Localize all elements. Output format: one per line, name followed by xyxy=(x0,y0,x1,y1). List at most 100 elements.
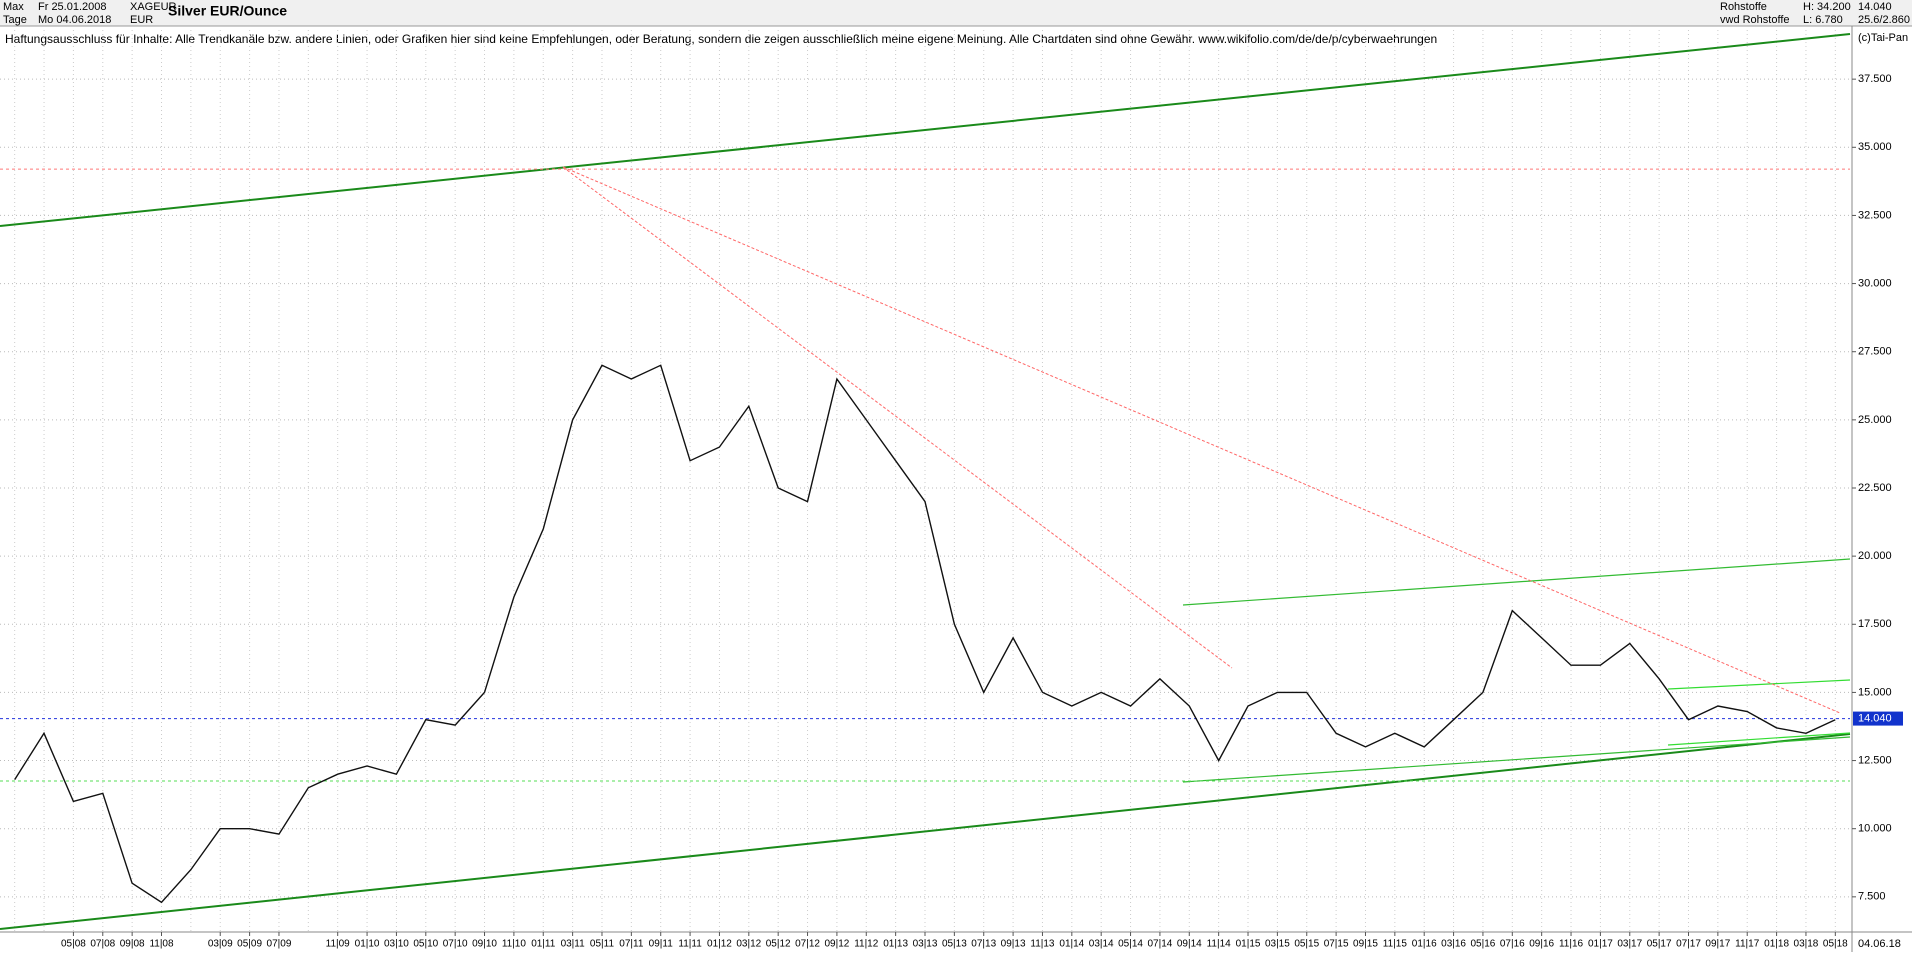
x-tick-label: 07|16 xyxy=(1500,939,1525,950)
y-tick-label: 32.500 xyxy=(1858,209,1892,221)
x-tick-label: 11|15 xyxy=(1383,939,1408,950)
chart-title: Silver EUR/Ounce xyxy=(168,3,287,19)
x-tick-label: 01|16 xyxy=(1412,939,1437,950)
x-tick-label: 03|18 xyxy=(1794,939,1819,950)
x-tick-label: 05|18 xyxy=(1823,939,1848,950)
x-tick-label: 05|17 xyxy=(1647,939,1672,950)
x-tick-label: 01|11 xyxy=(531,939,556,950)
x-tick-label: 03|12 xyxy=(736,939,761,950)
x-tick-label: 09|13 xyxy=(1001,939,1026,950)
y-tick-label: 25.000 xyxy=(1858,414,1892,426)
from-date: Fr 25.01.2008 xyxy=(38,1,107,13)
x-tick-label: 01|17 xyxy=(1588,939,1613,950)
symbol: XAGEUR xyxy=(130,1,177,13)
trend-line xyxy=(1182,558,1851,606)
plot: 14.040 xyxy=(0,168,1903,904)
x-tick-label: 09|11 xyxy=(649,939,674,950)
x-tick-label: 07|10 xyxy=(443,939,468,950)
last-price-box xyxy=(1853,711,1903,726)
x-tick-label: 03|16 xyxy=(1441,939,1466,950)
y-tick-label: 15.000 xyxy=(1858,686,1892,698)
x-tick-label: 05|10 xyxy=(413,939,438,950)
x-tick-label: 07|09 xyxy=(267,939,292,950)
x-tick-label: 05|16 xyxy=(1471,939,1496,950)
x-tick-label: 09|10 xyxy=(472,939,497,950)
x-tick-label: 05|09 xyxy=(237,939,262,950)
y-tick-label: 27.500 xyxy=(1858,346,1892,358)
y-tick-label: 22.500 xyxy=(1858,482,1892,494)
x-tick-label: 11|14 xyxy=(1207,939,1232,950)
x-tick-label: 11|09 xyxy=(326,939,351,950)
x-tick-label: 03|14 xyxy=(1089,939,1114,950)
trend-line xyxy=(1182,736,1851,783)
trend-line xyxy=(1667,732,1851,746)
y-tick-label: 20.000 xyxy=(1858,550,1892,562)
x-tick-label: 01|14 xyxy=(1059,939,1084,950)
end-date: 04.06.18 xyxy=(1858,938,1901,950)
x-tick-label: 07|17 xyxy=(1676,939,1701,950)
x-tick-label: 05|13 xyxy=(942,939,967,950)
x-tick-label: 03|09 xyxy=(208,939,233,950)
source: vwd Rohstoffe xyxy=(1720,14,1790,26)
y-tick-label: 37.500 xyxy=(1858,73,1892,85)
x-tick-label: 09|17 xyxy=(1705,939,1730,950)
x-tick-label: 11|13 xyxy=(1030,939,1055,950)
x-tick-label: 09|14 xyxy=(1177,939,1202,950)
trend-line xyxy=(1667,679,1851,690)
y-tick-label: 35.000 xyxy=(1858,141,1892,153)
x-tick-label: 11|12 xyxy=(854,939,879,950)
group: Rohstoffe xyxy=(1720,1,1767,13)
x-tick-label: 01|18 xyxy=(1764,939,1789,950)
x-tick-label: 05|12 xyxy=(766,939,791,950)
x-tick-label: 07|08 xyxy=(90,939,115,950)
x-tick-label: 07|15 xyxy=(1324,939,1349,950)
x-tick-label: 07|13 xyxy=(971,939,996,950)
last-price: 14.040 xyxy=(1858,1,1892,13)
x-tick-label: 11|17 xyxy=(1735,939,1760,950)
price-line xyxy=(14,364,1836,904)
x-tick-label: 01|10 xyxy=(355,939,380,950)
x-tick-label: 09|15 xyxy=(1353,939,1378,950)
x-tick-label: 01|13 xyxy=(883,939,908,950)
high-label: H: 34.200 xyxy=(1803,1,1851,13)
scale-info: 25.6/2.860 xyxy=(1858,14,1910,26)
y-tick-label: 30.000 xyxy=(1858,277,1892,289)
x-tick-label: 11|10 xyxy=(502,939,527,950)
x-tick-label: 07|14 xyxy=(1147,939,1172,950)
x-tick-label: 07|11 xyxy=(619,939,644,950)
trend-lines xyxy=(0,33,1851,930)
y-tick-label: 7.500 xyxy=(1858,891,1886,903)
header-bar xyxy=(0,0,1912,26)
currency: EUR xyxy=(130,14,153,26)
x-tick-label: 05|15 xyxy=(1294,939,1319,950)
x-tick-label: 09|12 xyxy=(824,939,849,950)
to-date: Mo 04.06.2018 xyxy=(38,14,111,26)
trend-line xyxy=(562,166,1233,669)
trend-line xyxy=(562,166,1841,714)
last-price-label: 14.040 xyxy=(1858,712,1892,724)
period: Max xyxy=(3,1,24,13)
x-tick-label: 11|08 xyxy=(149,939,174,950)
x-tick-label: 03|11 xyxy=(561,939,586,950)
x-tick-label: 03|17 xyxy=(1617,939,1642,950)
x-tick-label: 07|12 xyxy=(795,939,820,950)
y-tick-label: 12.500 xyxy=(1858,754,1892,766)
low-label: L: 6.780 xyxy=(1803,14,1843,26)
grid: 7.500 10.000 12.500 15.000 17.500 20.000 22.50… xyxy=(0,26,1892,950)
x-tick-label: 05|08 xyxy=(61,939,86,950)
disclaimer: Haftungsausschluss für Inhalte: Alle Tre… xyxy=(5,32,1437,46)
x-tick-label: 11|11 xyxy=(678,939,702,950)
x-tick-label: 03|15 xyxy=(1265,939,1290,950)
x-tick-label: 01|15 xyxy=(1236,939,1261,950)
x-tick-label: 09|16 xyxy=(1529,939,1554,950)
x-tick-label: 05|11 xyxy=(590,939,615,950)
x-tick-label: 11|16 xyxy=(1559,939,1584,950)
trend-line xyxy=(0,733,1851,930)
x-tick-label: 03|13 xyxy=(913,939,938,950)
y-tick-label: 10.000 xyxy=(1858,823,1892,835)
x-tick-label: 03|10 xyxy=(384,939,409,950)
trend-line xyxy=(0,33,1851,227)
